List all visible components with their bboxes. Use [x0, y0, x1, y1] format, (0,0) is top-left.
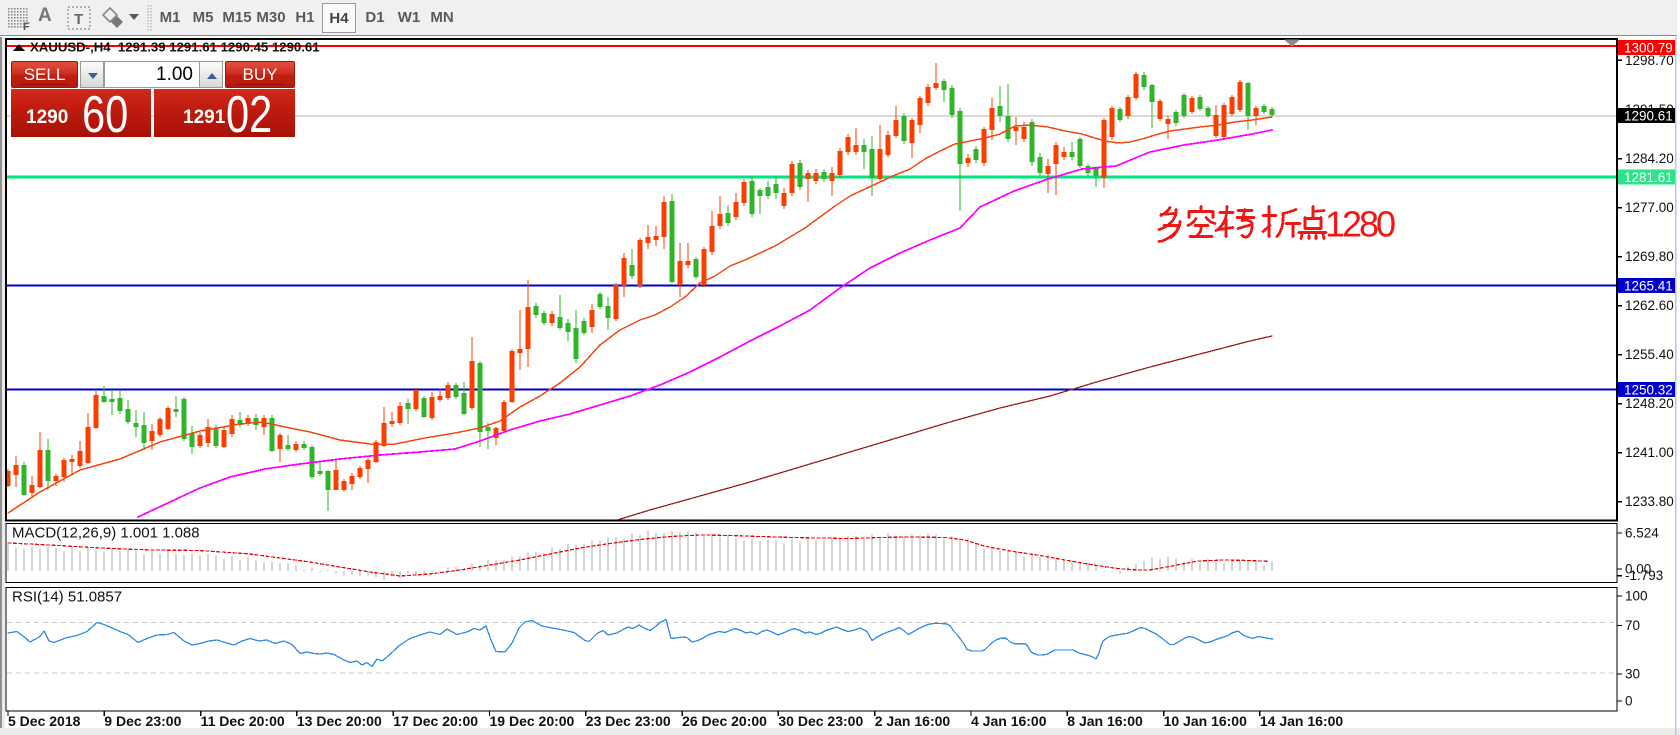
svg-text:1280: 1280: [1325, 204, 1396, 245]
svg-text:26 Dec 20:00: 26 Dec 20:00: [682, 713, 767, 729]
svg-text:23 Dec 23:00: 23 Dec 23:00: [586, 713, 671, 729]
svg-text:F: F: [23, 21, 30, 32]
svg-text:MACD(12,26,9) 1.001 1.088: MACD(12,26,9) 1.001 1.088: [12, 525, 200, 542]
svg-text:RSI(14) 51.0857: RSI(14) 51.0857: [12, 589, 122, 606]
svg-text:1248.20: 1248.20: [1625, 396, 1674, 411]
svg-text:1241.00: 1241.00: [1625, 445, 1674, 460]
svg-text:14 Jan 16:00: 14 Jan 16:00: [1260, 713, 1343, 729]
svg-text:XAUUSD-,H4 1291.39 1291.61 12: XAUUSD-,H4 1291.39 1291.61 1290.45 1290.…: [30, 40, 320, 55]
svg-text:100: 100: [1625, 589, 1648, 604]
svg-text:1300.79: 1300.79: [1624, 40, 1673, 55]
svg-text:70: 70: [1625, 618, 1640, 633]
svg-text:1269.80: 1269.80: [1625, 249, 1674, 264]
svg-text:1277.00: 1277.00: [1625, 200, 1674, 215]
svg-text:10 Jan 16:00: 10 Jan 16:00: [1164, 713, 1247, 729]
svg-text:1233.80: 1233.80: [1625, 494, 1674, 509]
svg-text:30: 30: [1625, 667, 1640, 682]
svg-text:5 Dec 2018: 5 Dec 2018: [8, 713, 81, 729]
svg-text:1255.40: 1255.40: [1625, 347, 1674, 362]
svg-text:1250.32: 1250.32: [1624, 382, 1673, 397]
svg-text:30 Dec 23:00: 30 Dec 23:00: [778, 713, 863, 729]
svg-text:13 Dec 20:00: 13 Dec 20:00: [297, 713, 382, 729]
svg-text:1281.61: 1281.61: [1624, 170, 1673, 185]
svg-text:2 Jan 16:00: 2 Jan 16:00: [875, 713, 951, 729]
svg-text:1265.41: 1265.41: [1624, 278, 1673, 293]
svg-text:8 Jan 16:00: 8 Jan 16:00: [1067, 713, 1143, 729]
svg-text:T: T: [74, 11, 83, 28]
svg-text:11 Dec 20:00: 11 Dec 20:00: [201, 713, 285, 729]
svg-text:1284.20: 1284.20: [1625, 151, 1674, 166]
svg-text:4 Jan 16:00: 4 Jan 16:00: [971, 713, 1047, 729]
svg-text:0.00: 0.00: [1625, 562, 1651, 577]
svg-text:17 Dec 20:00: 17 Dec 20:00: [393, 713, 478, 729]
svg-text:1262.60: 1262.60: [1625, 298, 1674, 313]
svg-text:6.524: 6.524: [1625, 526, 1659, 541]
svg-text:9 Dec 23:00: 9 Dec 23:00: [104, 713, 181, 729]
svg-text:1298.70: 1298.70: [1625, 53, 1674, 68]
svg-text:-1.793: -1.793: [1625, 568, 1663, 583]
svg-text:1290.61: 1290.61: [1624, 108, 1673, 123]
svg-text:0: 0: [1625, 694, 1633, 709]
svg-text:19 Dec 20:00: 19 Dec 20:00: [490, 713, 575, 729]
